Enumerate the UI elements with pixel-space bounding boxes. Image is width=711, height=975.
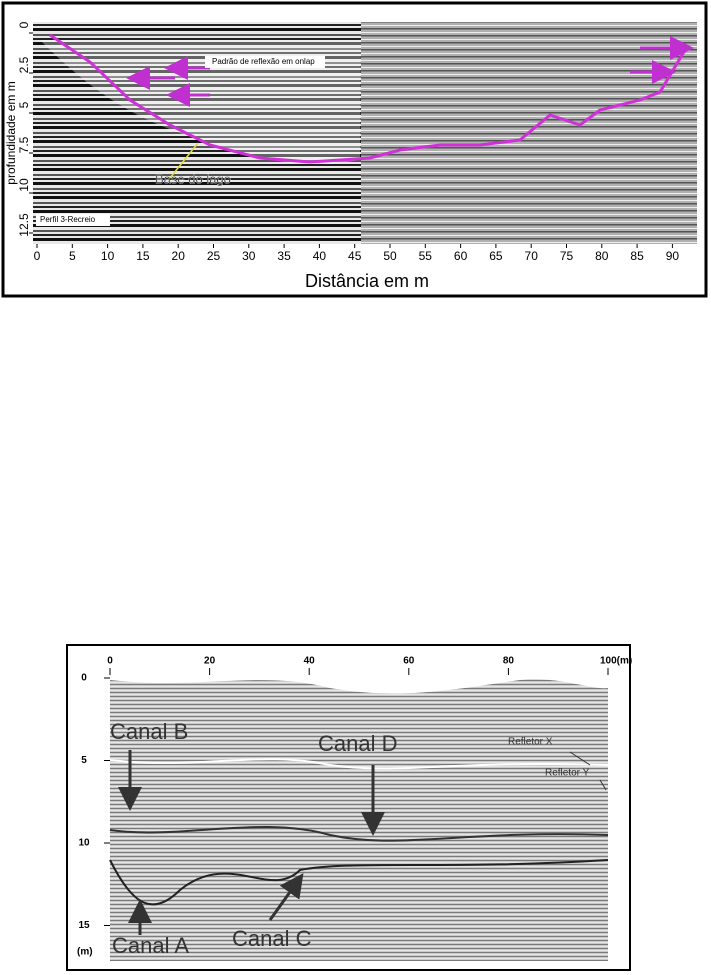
x-tick-label: 35 (277, 249, 291, 263)
y-tick-label: 10 (17, 178, 31, 192)
y-tick-label: 7.5 (17, 136, 31, 153)
reflector (109, 758, 609, 770)
lake-base-line (49, 33, 690, 164)
x-tick-label: 75 (560, 249, 574, 263)
x-tick-label: 85 (630, 249, 644, 263)
label-box (205, 56, 325, 68)
x-tick-label: 5 (69, 249, 76, 263)
annotation: Perfil 3-Recreio (40, 215, 96, 224)
x-tick-label: 40 (313, 249, 327, 263)
x-tick-label: 0 (107, 656, 113, 667)
y-axis-label: profundidade em m (4, 81, 18, 184)
annotation: Canal B (110, 719, 188, 744)
y-tick-label: 0 (17, 21, 31, 28)
x-tick-label: 45 (348, 249, 362, 263)
x-tick-label: 65 (489, 249, 503, 263)
x-tick-label: 100(m) (600, 656, 632, 667)
surface (110, 675, 608, 694)
label-box (36, 214, 110, 226)
x-tick-label: 20 (204, 656, 216, 667)
x-tick-label: 20 (172, 249, 186, 263)
x-tick-label: 55 (419, 249, 433, 263)
y-tick-label: 15 (78, 920, 90, 931)
x-axis-label: Distância em m (305, 271, 429, 291)
y-tick-label: 10 (78, 838, 90, 849)
x-tick-label: 60 (403, 656, 415, 667)
y-tick-label: 12.5 (17, 213, 31, 237)
x-tick-label: 60 (454, 249, 468, 263)
arrows (118, 750, 385, 935)
onlap-arrows (126, 36, 694, 107)
radargram (110, 675, 608, 961)
annotation: Base do lago (155, 171, 231, 186)
texture (40, 40, 361, 164)
x-tick-label: 50 (383, 249, 397, 263)
annotation: Canal C (232, 926, 312, 951)
y-tick-label: 0 (81, 673, 87, 684)
x-tick-label: 40 (304, 656, 316, 667)
x-tick-label: 80 (595, 249, 609, 263)
pointers (569, 751, 607, 791)
x-tick-label: 25 (207, 249, 221, 263)
reflector (109, 825, 609, 842)
y-unit: (m) (77, 947, 93, 958)
pointer (169, 142, 199, 179)
x-tick-label: 10 (101, 249, 115, 263)
x-tick-label: 70 (525, 249, 539, 263)
x-tick-label: 90 (666, 249, 680, 263)
x-tick-label: 80 (503, 656, 515, 667)
annotation: Padrão de reflexão em onlap (212, 57, 315, 66)
y-tick-label: 5 (17, 101, 31, 108)
x-tick-label: 0 (34, 249, 41, 263)
y-tick-label: 5 (81, 755, 87, 766)
y-tick-label: 2.5 (17, 56, 31, 73)
annotation: Canal D (318, 731, 397, 756)
annotation: Refletor X (508, 737, 553, 748)
annotation: Refletor Y (545, 768, 590, 779)
x-tick-label: 15 (136, 249, 150, 263)
x-tick-label: 30 (242, 249, 256, 263)
annotation: Canal A (112, 933, 189, 958)
